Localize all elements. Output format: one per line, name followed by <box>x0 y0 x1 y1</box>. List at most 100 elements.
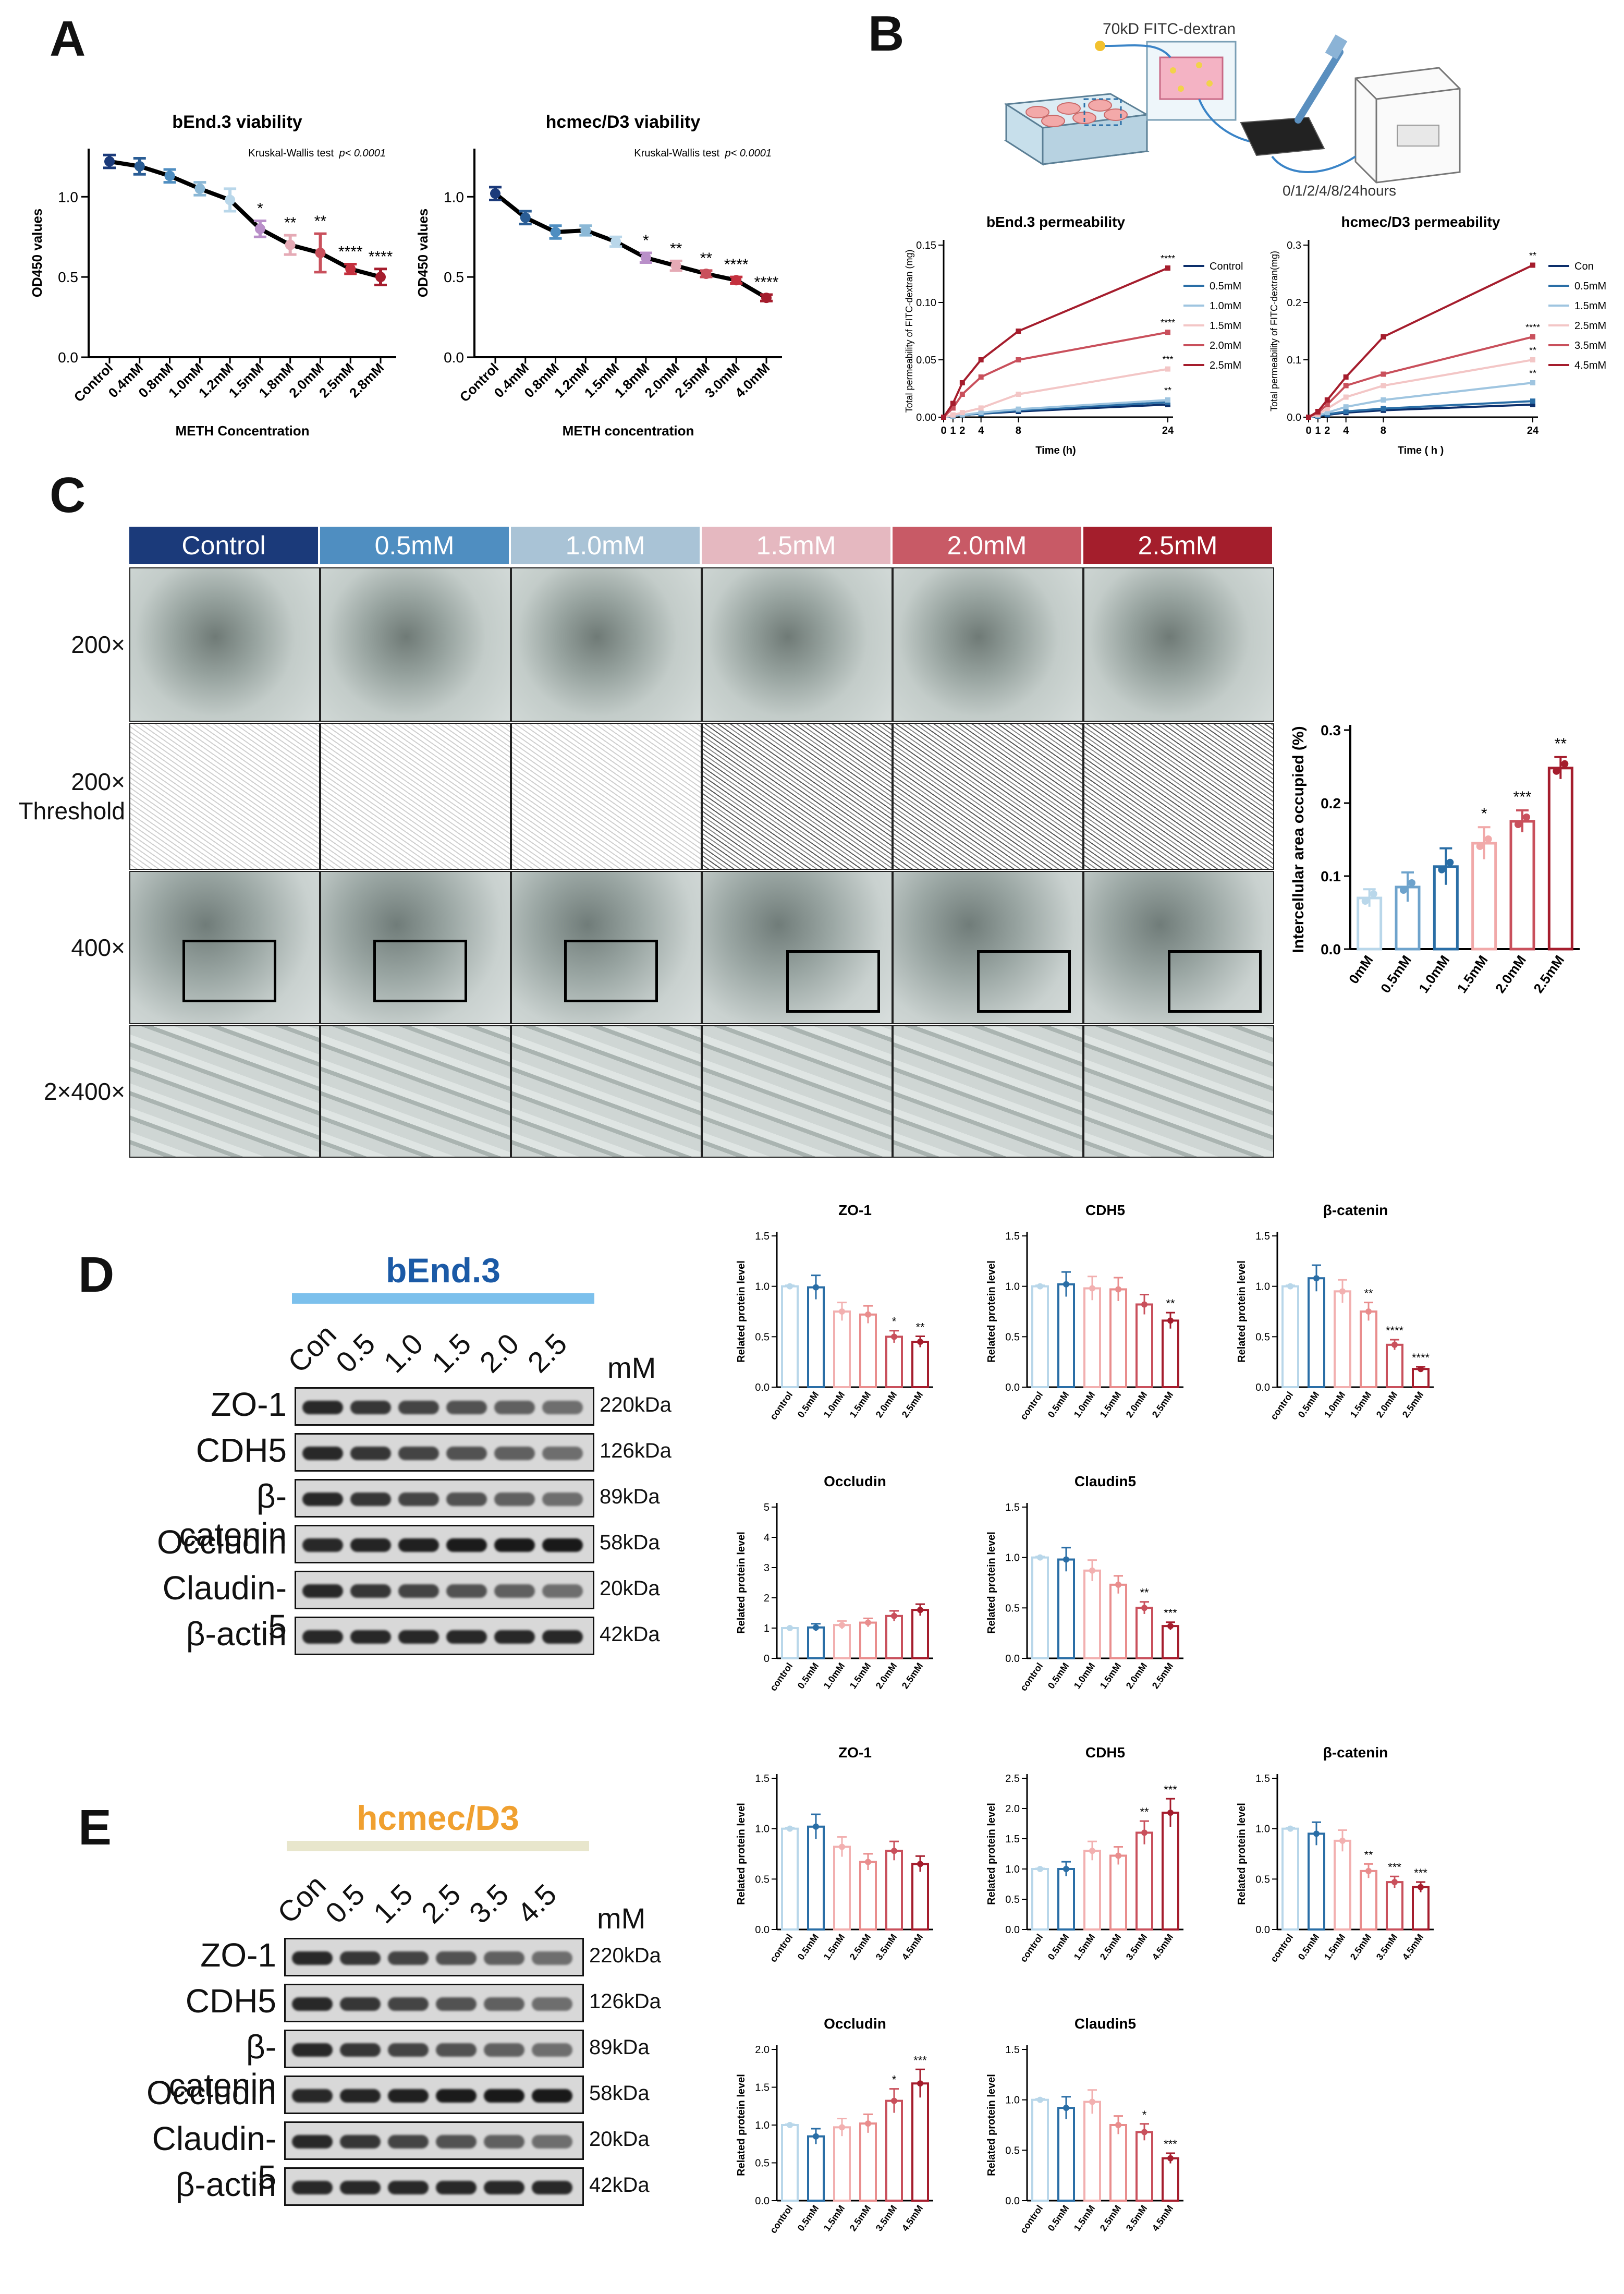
x-tick-label: 24 <box>1162 425 1174 436</box>
protein-band <box>532 1997 572 2011</box>
x-tick-label: 1.0mM <box>1072 1661 1097 1691</box>
bar <box>911 2082 929 2202</box>
x-tick-label: 3.5mM <box>874 2203 899 2233</box>
replicate-dot <box>1063 2105 1069 2111</box>
y-tick-label: 0.0 <box>755 1382 770 1393</box>
micrograph <box>1083 567 1274 722</box>
panel-letter-b: B <box>868 6 905 62</box>
significance-stars: **** <box>1525 322 1540 333</box>
replicate-dot <box>1418 1884 1424 1890</box>
y-tick-label: 3 <box>764 1562 770 1574</box>
replicate-dot <box>1561 760 1569 768</box>
replicate-dot <box>813 1823 819 1830</box>
chart-title: hcmec/D3 viability <box>546 112 701 132</box>
y-tick-label: 0.0 <box>1287 412 1301 423</box>
protein-band <box>292 2043 333 2057</box>
reagent-label: 70kD FITC-dextran <box>1103 21 1236 38</box>
protein-band <box>542 1492 583 1506</box>
protein-band <box>398 1584 439 1598</box>
row-label: 2×400× <box>43 1078 125 1105</box>
bar <box>781 2124 799 2202</box>
protein-band <box>436 2089 477 2103</box>
band-label: β-actin <box>186 1615 287 1653</box>
y-tick-label: 1.5 <box>1005 1502 1020 1513</box>
micrograph <box>129 723 320 870</box>
protein-band <box>398 1447 439 1460</box>
x-tick-label: control <box>768 1390 795 1422</box>
y-tick-label: 1.5 <box>1005 2044 1020 2056</box>
legend-label: 2.5mM <box>1210 360 1241 371</box>
protein-band <box>302 1538 343 1552</box>
protein-band <box>446 1538 487 1552</box>
row-label: 400× <box>71 934 125 961</box>
series-point <box>1530 380 1535 385</box>
micrograph <box>702 723 893 870</box>
data-point <box>375 272 386 283</box>
x-tick-label: Control <box>457 360 502 405</box>
x-tick-label: 1.5mM <box>822 2203 847 2233</box>
bar <box>1281 1285 1299 1388</box>
series-point <box>1343 374 1349 380</box>
bar <box>781 1827 799 1931</box>
replicate-dot <box>1370 890 1377 897</box>
blot-strip <box>284 2030 584 2068</box>
protein-band <box>292 2181 333 2194</box>
band-label: Claudin-5 <box>152 2120 276 2196</box>
x-tick-label: 1.0mM <box>822 1661 847 1691</box>
y-axis-label: Intercellular area occupied (%) <box>1290 726 1307 953</box>
significance-stars: **** <box>369 248 393 265</box>
series-point <box>1324 402 1330 407</box>
protein-band <box>484 2089 524 2103</box>
protein-band <box>302 1447 343 1460</box>
blot-strip <box>295 1479 594 1518</box>
series-point <box>1530 334 1535 339</box>
panel-c-bar-chart: 0.0 0.1 0.2 0.3 Intercellular area occupied … <box>1290 722 1580 996</box>
series-point <box>1530 357 1535 362</box>
data-point <box>164 171 175 181</box>
series-point <box>1530 402 1535 407</box>
protein-band <box>398 1538 439 1552</box>
protein-band <box>388 1997 429 2011</box>
y-axis-label: Related protein level <box>1236 1803 1248 1905</box>
protein-band <box>388 2089 429 2103</box>
x-tick-label: 2.5mM <box>1150 1390 1176 1419</box>
protein-band <box>350 1584 391 1598</box>
protein-band <box>340 2043 381 2057</box>
y-tick-label: 1.0 <box>1005 1281 1020 1293</box>
significance-stars: ** <box>1529 251 1536 261</box>
series-point <box>1343 383 1349 389</box>
y-tick-label: 1 <box>764 1623 770 1634</box>
protein-band <box>350 1447 391 1460</box>
micrograph <box>702 567 893 722</box>
y-tick-label: 0.5 <box>1005 1331 1020 1343</box>
y-tick-label: 0.5 <box>1005 1894 1020 1905</box>
significance-stars: **** <box>1412 1351 1430 1364</box>
bar <box>833 2126 851 2202</box>
zoom-box <box>182 940 276 1002</box>
x-tick-label: 4.0mM <box>732 360 773 400</box>
y-tick-label: 1.5 <box>1005 1231 1020 1242</box>
x-tick-label: 1.0mM <box>1322 1390 1348 1419</box>
blot-strip <box>284 2167 584 2206</box>
protein-band <box>302 1492 343 1506</box>
x-tick-label: 2.5mM <box>1348 1932 1374 1962</box>
lane-label: 3.5 <box>462 1877 515 1930</box>
x-tick-label: 2.0mM <box>1374 1390 1400 1419</box>
series-point <box>978 357 984 362</box>
series-point <box>1381 334 1386 339</box>
replicate-dot <box>917 1861 923 1867</box>
replicate-dot <box>865 2120 871 2127</box>
replicate-dot <box>839 1622 845 1629</box>
data-point <box>550 227 561 237</box>
replicate-dot <box>1400 887 1407 894</box>
replicate-dot <box>1408 879 1415 887</box>
y-axis-label: Related protein level <box>736 1532 747 1634</box>
kda-label: 42kDa <box>600 1623 660 1646</box>
y-axis-label: Total permeability of FITC-dextran (mg) <box>904 249 914 412</box>
blot-strip <box>295 1617 594 1655</box>
protein-band <box>446 1492 487 1506</box>
y-tick-label: 1.0 <box>444 189 464 205</box>
protein-band <box>436 1997 477 2011</box>
series-point <box>1381 383 1386 389</box>
